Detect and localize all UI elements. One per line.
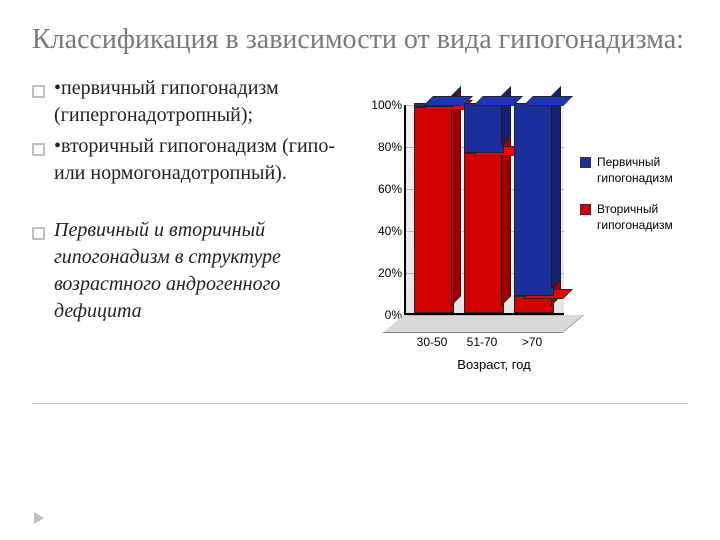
legend-item: Вторичный гипогонадизм — [580, 202, 675, 233]
bullet-list: •первичный гипогонадизм (гипергонадотроп… — [32, 75, 352, 385]
bullet-3: Первичный и вторичный гипогонадизм в стр… — [32, 217, 352, 325]
slide-title: Классификация в зависимости от вида гипо… — [32, 22, 688, 57]
bar-segment — [464, 103, 504, 153]
y-tick-label: 40% — [362, 224, 402, 238]
x-axis-title: Возраст, год — [404, 357, 584, 372]
bar-segment — [514, 296, 554, 313]
bar-segment — [414, 107, 454, 313]
bar-chart: 0%20%40%60%80%100% 30-5051-70>70 Возраст… — [362, 105, 672, 385]
legend-swatch — [580, 204, 591, 215]
bar-group — [464, 105, 504, 313]
x-tick-label: >70 — [512, 335, 552, 349]
chart-floor — [383, 315, 584, 333]
x-tick-label: 51-70 — [462, 335, 502, 349]
legend-item: Первичный гипогонадизм — [580, 155, 675, 186]
footer-divider — [32, 403, 688, 404]
legend: Первичный гипогонадизм Вторичный гипогона… — [580, 155, 675, 249]
y-tick-label: 60% — [362, 182, 402, 196]
legend-swatch — [580, 157, 591, 168]
bullet-2: •вторичный гипогонадизм (гипо- или нормо… — [32, 133, 352, 187]
bar-segment — [414, 103, 454, 107]
x-tick-label: 30-50 — [412, 335, 452, 349]
bar-segment — [514, 103, 554, 296]
legend-label: Первичный гипогонадизм — [597, 155, 675, 186]
plot-area — [404, 105, 564, 315]
bar-group — [514, 105, 554, 313]
y-tick-label: 80% — [362, 140, 402, 154]
bullet-1: •первичный гипогонадизм (гипергонадотроп… — [32, 75, 352, 129]
footer-arrow-icon — [34, 512, 44, 524]
y-tick-label: 100% — [362, 98, 402, 112]
legend-label: Вторичный гипогонадизм — [597, 202, 675, 233]
x-axis-labels: 30-50 51-70 >70 — [412, 335, 572, 349]
content-row: •первичный гипогонадизм (гипергонадотроп… — [32, 75, 688, 385]
y-tick-label: 20% — [362, 266, 402, 280]
bar-group — [414, 105, 454, 313]
chart-column: 0%20%40%60%80%100% 30-5051-70>70 Возраст… — [362, 75, 688, 385]
bar-segment — [464, 153, 504, 313]
gridline — [406, 315, 564, 316]
